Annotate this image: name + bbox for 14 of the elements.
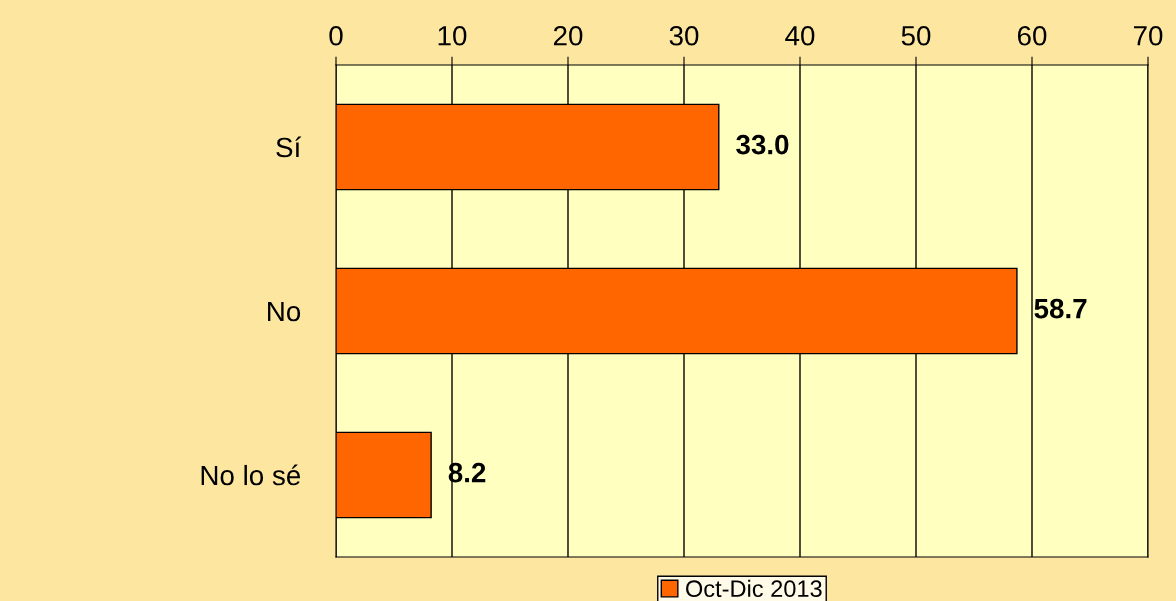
y-tick-label: No lo sé <box>201 464 301 486</box>
x-tick-label: 60 <box>1017 25 1047 46</box>
x-tick-label: 20 <box>553 25 583 46</box>
data-label: 33.0 <box>736 134 789 155</box>
data-label: 58.7 <box>1034 298 1087 319</box>
x-tick-label: 40 <box>785 25 815 46</box>
y-tick-label: Sí <box>276 136 302 158</box>
x-tick-label: 70 <box>1133 25 1163 46</box>
y-tick-label: No <box>268 301 301 322</box>
x-tick-label: 0 <box>329 25 343 46</box>
x-tick-label: 10 <box>438 25 467 46</box>
legend-label: Oct-Dic 2013 <box>686 579 822 598</box>
x-tick-label: 30 <box>669 25 699 46</box>
x-tick-label: 50 <box>901 25 931 46</box>
